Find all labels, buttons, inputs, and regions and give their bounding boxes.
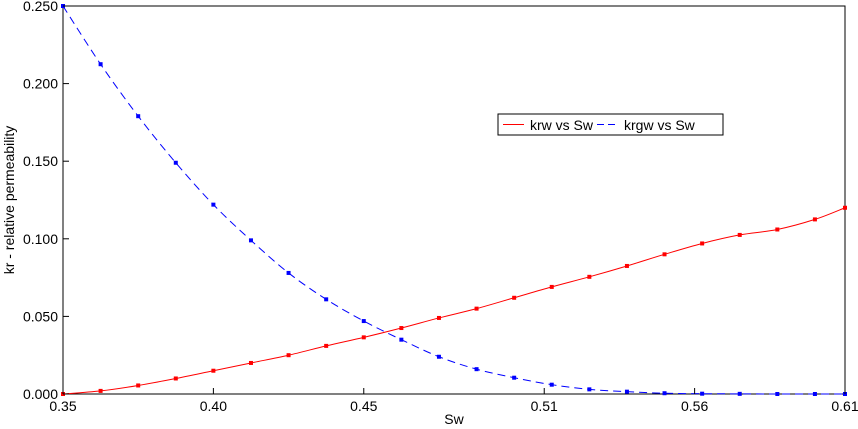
data-point-0 [843, 205, 847, 210]
y-tick-label: 0.100 [23, 231, 58, 247]
legend-label-krgw: krgw vs Sw [624, 117, 696, 133]
data-point-1 [700, 391, 705, 396]
data-point-1 [474, 367, 479, 372]
data-point-0 [737, 232, 742, 237]
data-point-0 [436, 315, 441, 320]
data-point-0 [775, 227, 780, 232]
legend: krw vs Sw krgw vs Sw [497, 113, 724, 136]
series-line-0 [62, 207, 846, 395]
y-tick-label: 0.250 [23, 0, 58, 14]
data-point-1 [324, 297, 329, 302]
data-point-0 [286, 353, 291, 358]
data-point-0 [173, 376, 178, 381]
series-layer [61, 4, 847, 396]
data-point-1 [136, 114, 141, 119]
y-axis-label: kr - relative permeability [1, 126, 17, 275]
x-tick-label: 0.51 [531, 398, 558, 414]
data-point-1 [587, 387, 592, 392]
data-point-0 [324, 343, 329, 348]
x-axis-label: Sw [444, 411, 464, 427]
data-point-1 [512, 375, 517, 380]
data-point-0 [587, 274, 592, 279]
legend-label-krw: krw vs Sw [530, 117, 594, 133]
data-point-1 [361, 319, 366, 324]
y-tick-label: 0.200 [23, 76, 58, 92]
data-point-0 [512, 295, 517, 300]
x-tick-label: 0.35 [49, 398, 76, 414]
data-point-1 [812, 392, 817, 396]
x-tick-label: 0.45 [350, 398, 377, 414]
data-point-1 [436, 354, 441, 359]
data-point-0 [98, 388, 103, 393]
data-point-0 [361, 335, 366, 340]
data-point-0 [662, 252, 667, 257]
data-point-1 [399, 337, 404, 342]
y-tick-label: 0.050 [23, 308, 58, 324]
data-point-1 [211, 202, 216, 207]
data-point-0 [812, 217, 817, 222]
data-point-0 [549, 284, 554, 289]
data-point-1 [248, 238, 253, 243]
y-tick-label: 0.000 [23, 386, 58, 402]
y-tick-label: 0.150 [23, 153, 58, 169]
data-point-1 [98, 62, 103, 67]
data-point-0 [624, 263, 629, 268]
data-point-0 [248, 360, 253, 365]
data-point-0 [211, 368, 216, 373]
x-tick-label: 0.61 [831, 398, 858, 414]
data-point-0 [136, 383, 141, 388]
axis-layer: 0.35 0.40 0.45 0.51 0.56 0.61 0.000 0.050 0.100 0… [23, 0, 858, 414]
data-point-1 [549, 382, 554, 387]
data-point-1 [286, 270, 291, 275]
data-point-0 [474, 306, 479, 311]
x-tick-label: 0.56 [681, 398, 708, 414]
data-point-0 [399, 326, 404, 331]
data-point-1 [662, 391, 667, 396]
data-point-1 [173, 160, 178, 165]
data-point-1 [624, 389, 629, 394]
x-tick-label: 0.40 [200, 398, 227, 414]
plot-area [62, 5, 846, 395]
data-point-1 [737, 391, 742, 396]
series-line-1 [62, 5, 845, 395]
data-point-0 [700, 241, 705, 246]
data-point-1 [775, 392, 780, 396]
